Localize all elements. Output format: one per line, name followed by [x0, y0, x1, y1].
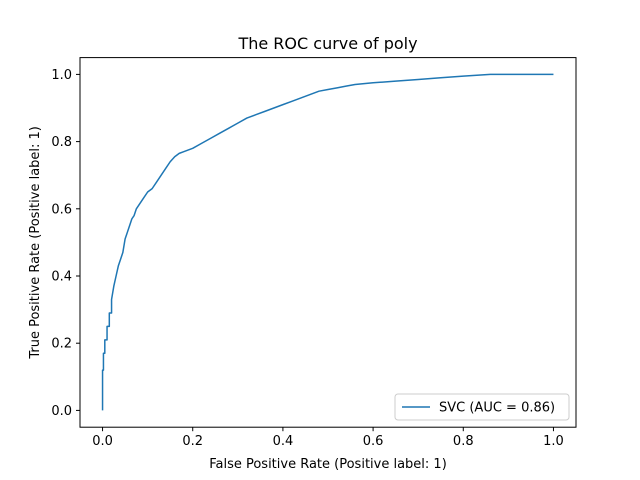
y-tick-label: 0.0: [51, 404, 72, 419]
y-tick-label: 0.4: [51, 270, 72, 285]
x-tick-label: 1.0: [543, 434, 564, 449]
chart-title: The ROC curve of poly: [237, 34, 417, 53]
plot-area: [101, 73, 554, 411]
x-axis-label: False Positive Rate (Positive label: 1): [209, 457, 447, 472]
x-tick-label: 0.4: [273, 434, 294, 449]
legend-label: SVC (AUC = 0.86): [439, 401, 555, 416]
x-tick-label: 0.8: [453, 434, 474, 449]
y-tick-label: 0.8: [51, 135, 72, 150]
x-tick-label: 0.6: [363, 434, 384, 449]
y-axis-label: True Positive Rate (Positive label: 1): [28, 126, 43, 360]
legend: SVC (AUC = 0.86): [394, 393, 570, 421]
y-tick-label: 0.2: [51, 337, 72, 352]
x-tick-label: 0.2: [182, 434, 203, 449]
y-tick-label: 1.0: [51, 68, 72, 83]
y-tick-label: 0.6: [51, 202, 72, 217]
axes-frame: [79, 57, 577, 428]
legend-box: [394, 393, 570, 421]
roc-curve-line: [101, 73, 554, 411]
axis-ticks: 0.0 0.2 0.4 0.6 0.8 1.0 0.0 0.2 0.4 0.6 0.8 1.0: [51, 68, 563, 449]
x-tick-label: 0.0: [92, 434, 113, 449]
